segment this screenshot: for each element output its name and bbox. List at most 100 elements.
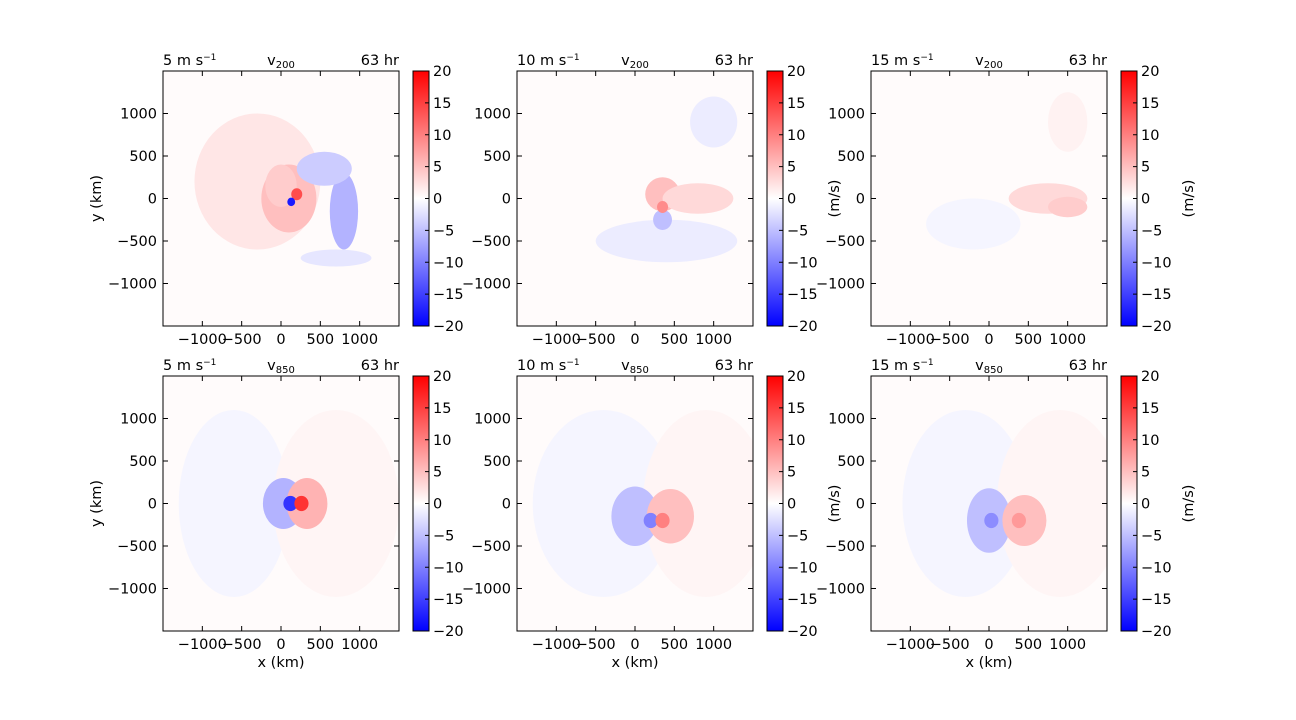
field-feature-2 — [611, 486, 659, 546]
colorbar-tick-label: −10 — [1141, 560, 1172, 576]
x-tick-label: −500 — [576, 332, 616, 348]
y-tick-label: −500 — [471, 539, 511, 555]
y-tick-label: −1000 — [108, 277, 157, 293]
x-tick-label: −500 — [222, 332, 262, 348]
field-feature-5 — [300, 249, 372, 267]
field-feature-0 — [178, 410, 289, 597]
colorbar-tick-label: 5 — [433, 465, 442, 481]
colorbar-tick-label: 10 — [1141, 433, 1159, 449]
y-tick-label: 1000 — [474, 412, 511, 428]
colorbar-tick-label: −20 — [1141, 319, 1172, 335]
title-left: 10 m s−1 — [517, 358, 580, 374]
y-tick-label: 1000 — [828, 412, 865, 428]
colorbar-tick-label: −15 — [1141, 287, 1172, 303]
colorbar-tick-label: −5 — [787, 223, 808, 239]
colorbar-tick-label: −15 — [1141, 592, 1172, 608]
colorbar-tick-label: −15 — [787, 592, 818, 608]
title-time: 63 hr — [361, 53, 399, 69]
title-wind-exp: −1 — [566, 358, 579, 368]
title-wind: 10 m s — [517, 358, 566, 374]
colorbar-tick-label: 20 — [787, 64, 805, 80]
colorbar-tick-label: 20 — [1141, 64, 1159, 80]
colorbar-tick-label: −10 — [787, 255, 818, 271]
x-tick-label: 0 — [630, 637, 639, 653]
field-feature-4 — [653, 209, 672, 230]
field-feature-5 — [657, 201, 669, 213]
colorbar-tick-label: 0 — [433, 192, 442, 208]
y-axis-label: y (km) — [89, 480, 105, 527]
x-tick-label: 1000 — [695, 637, 732, 653]
colorbar-tick-label: 10 — [787, 128, 805, 144]
title-var-sub: 850 — [276, 365, 295, 376]
colorbar-tick-label: 15 — [787, 96, 805, 112]
title-wind: 5 m s — [163, 358, 203, 374]
colorbar-tick-label: 5 — [1141, 160, 1150, 176]
colorbar-tick-label: 5 — [433, 160, 442, 176]
colorbar-tick-label: −20 — [787, 624, 818, 640]
title-wind-exp: −1 — [203, 53, 216, 63]
title-variable: v200 — [621, 53, 649, 71]
x-tick-label: 1000 — [1049, 332, 1086, 348]
colorbar-tick-label: 20 — [1141, 369, 1159, 385]
title-left: 5 m s−1 — [163, 358, 216, 374]
title-wind: 10 m s — [517, 53, 566, 69]
title-time: 63 hr — [715, 358, 753, 374]
x-tick-label: −1000 — [886, 637, 935, 653]
colorbar-tick-label: 0 — [433, 497, 442, 513]
field-feature-5 — [294, 495, 309, 512]
x-tick-label: −1000 — [532, 332, 581, 348]
colorbar-tick-label: −5 — [433, 223, 454, 239]
colorbar-tick-label: 20 — [433, 64, 451, 80]
y-axis-label: y (km) — [89, 175, 105, 222]
x-tick-label: −500 — [222, 637, 262, 653]
field-feature-1 — [273, 410, 399, 597]
y-tick-label: −1000 — [816, 277, 865, 293]
x-tick-label: −500 — [930, 332, 970, 348]
x-tick-label: 500 — [660, 332, 688, 348]
title-wind: 5 m s — [163, 53, 203, 69]
x-tick-label: −1000 — [178, 637, 227, 653]
y-tick-label: −500 — [471, 234, 511, 250]
y-tick-label: 500 — [483, 454, 511, 470]
title-left: 5 m s−1 — [163, 53, 216, 69]
colorbar-tick-label: −20 — [1141, 624, 1172, 640]
x-tick-label: −1000 — [886, 332, 935, 348]
colorbar-tick-label: 0 — [1141, 497, 1150, 513]
title-wind-exp: −1 — [566, 53, 579, 63]
y-tick-label: 500 — [837, 149, 865, 165]
y-tick-label: −500 — [117, 234, 157, 250]
field-feature-5 — [655, 512, 670, 529]
x-tick-label: −1000 — [178, 332, 227, 348]
title-wind: 15 m s — [871, 53, 920, 69]
title-var-sub: 200 — [984, 60, 1003, 71]
colorbar-label: (m/s) — [1181, 485, 1197, 523]
colorbar-label: (m/s) — [827, 485, 843, 523]
x-tick-label: 500 — [306, 332, 334, 348]
title-var-main: v — [267, 358, 276, 374]
field-feature-2 — [265, 164, 297, 207]
field-feature-1 — [996, 410, 1107, 597]
title-variable: v850 — [975, 358, 1003, 376]
title-left: 15 m s−1 — [871, 358, 934, 374]
x-tick-label: 0 — [276, 637, 285, 653]
y-tick-label: 0 — [502, 192, 511, 208]
colorbar-tick-label: −10 — [433, 560, 464, 576]
title-var-main: v — [621, 53, 630, 69]
field-feature-7 — [287, 197, 296, 207]
field-feature-2 — [1048, 92, 1088, 152]
title-time: 63 hr — [1069, 358, 1107, 374]
title-variable: v850 — [267, 358, 295, 376]
y-tick-label: 0 — [148, 497, 157, 513]
field-feature-3 — [926, 198, 1021, 250]
title-var-sub: 850 — [984, 365, 1003, 376]
x-tick-label: 0 — [984, 332, 993, 348]
colorbar-tick-label: 5 — [787, 465, 796, 481]
field-feature-4 — [296, 151, 352, 186]
title-variable: v200 — [975, 53, 1003, 71]
colorbar-tick-label: 15 — [433, 96, 451, 112]
y-tick-label: 500 — [129, 454, 157, 470]
title-variable: v200 — [267, 53, 295, 71]
x-tick-label: −500 — [930, 637, 970, 653]
